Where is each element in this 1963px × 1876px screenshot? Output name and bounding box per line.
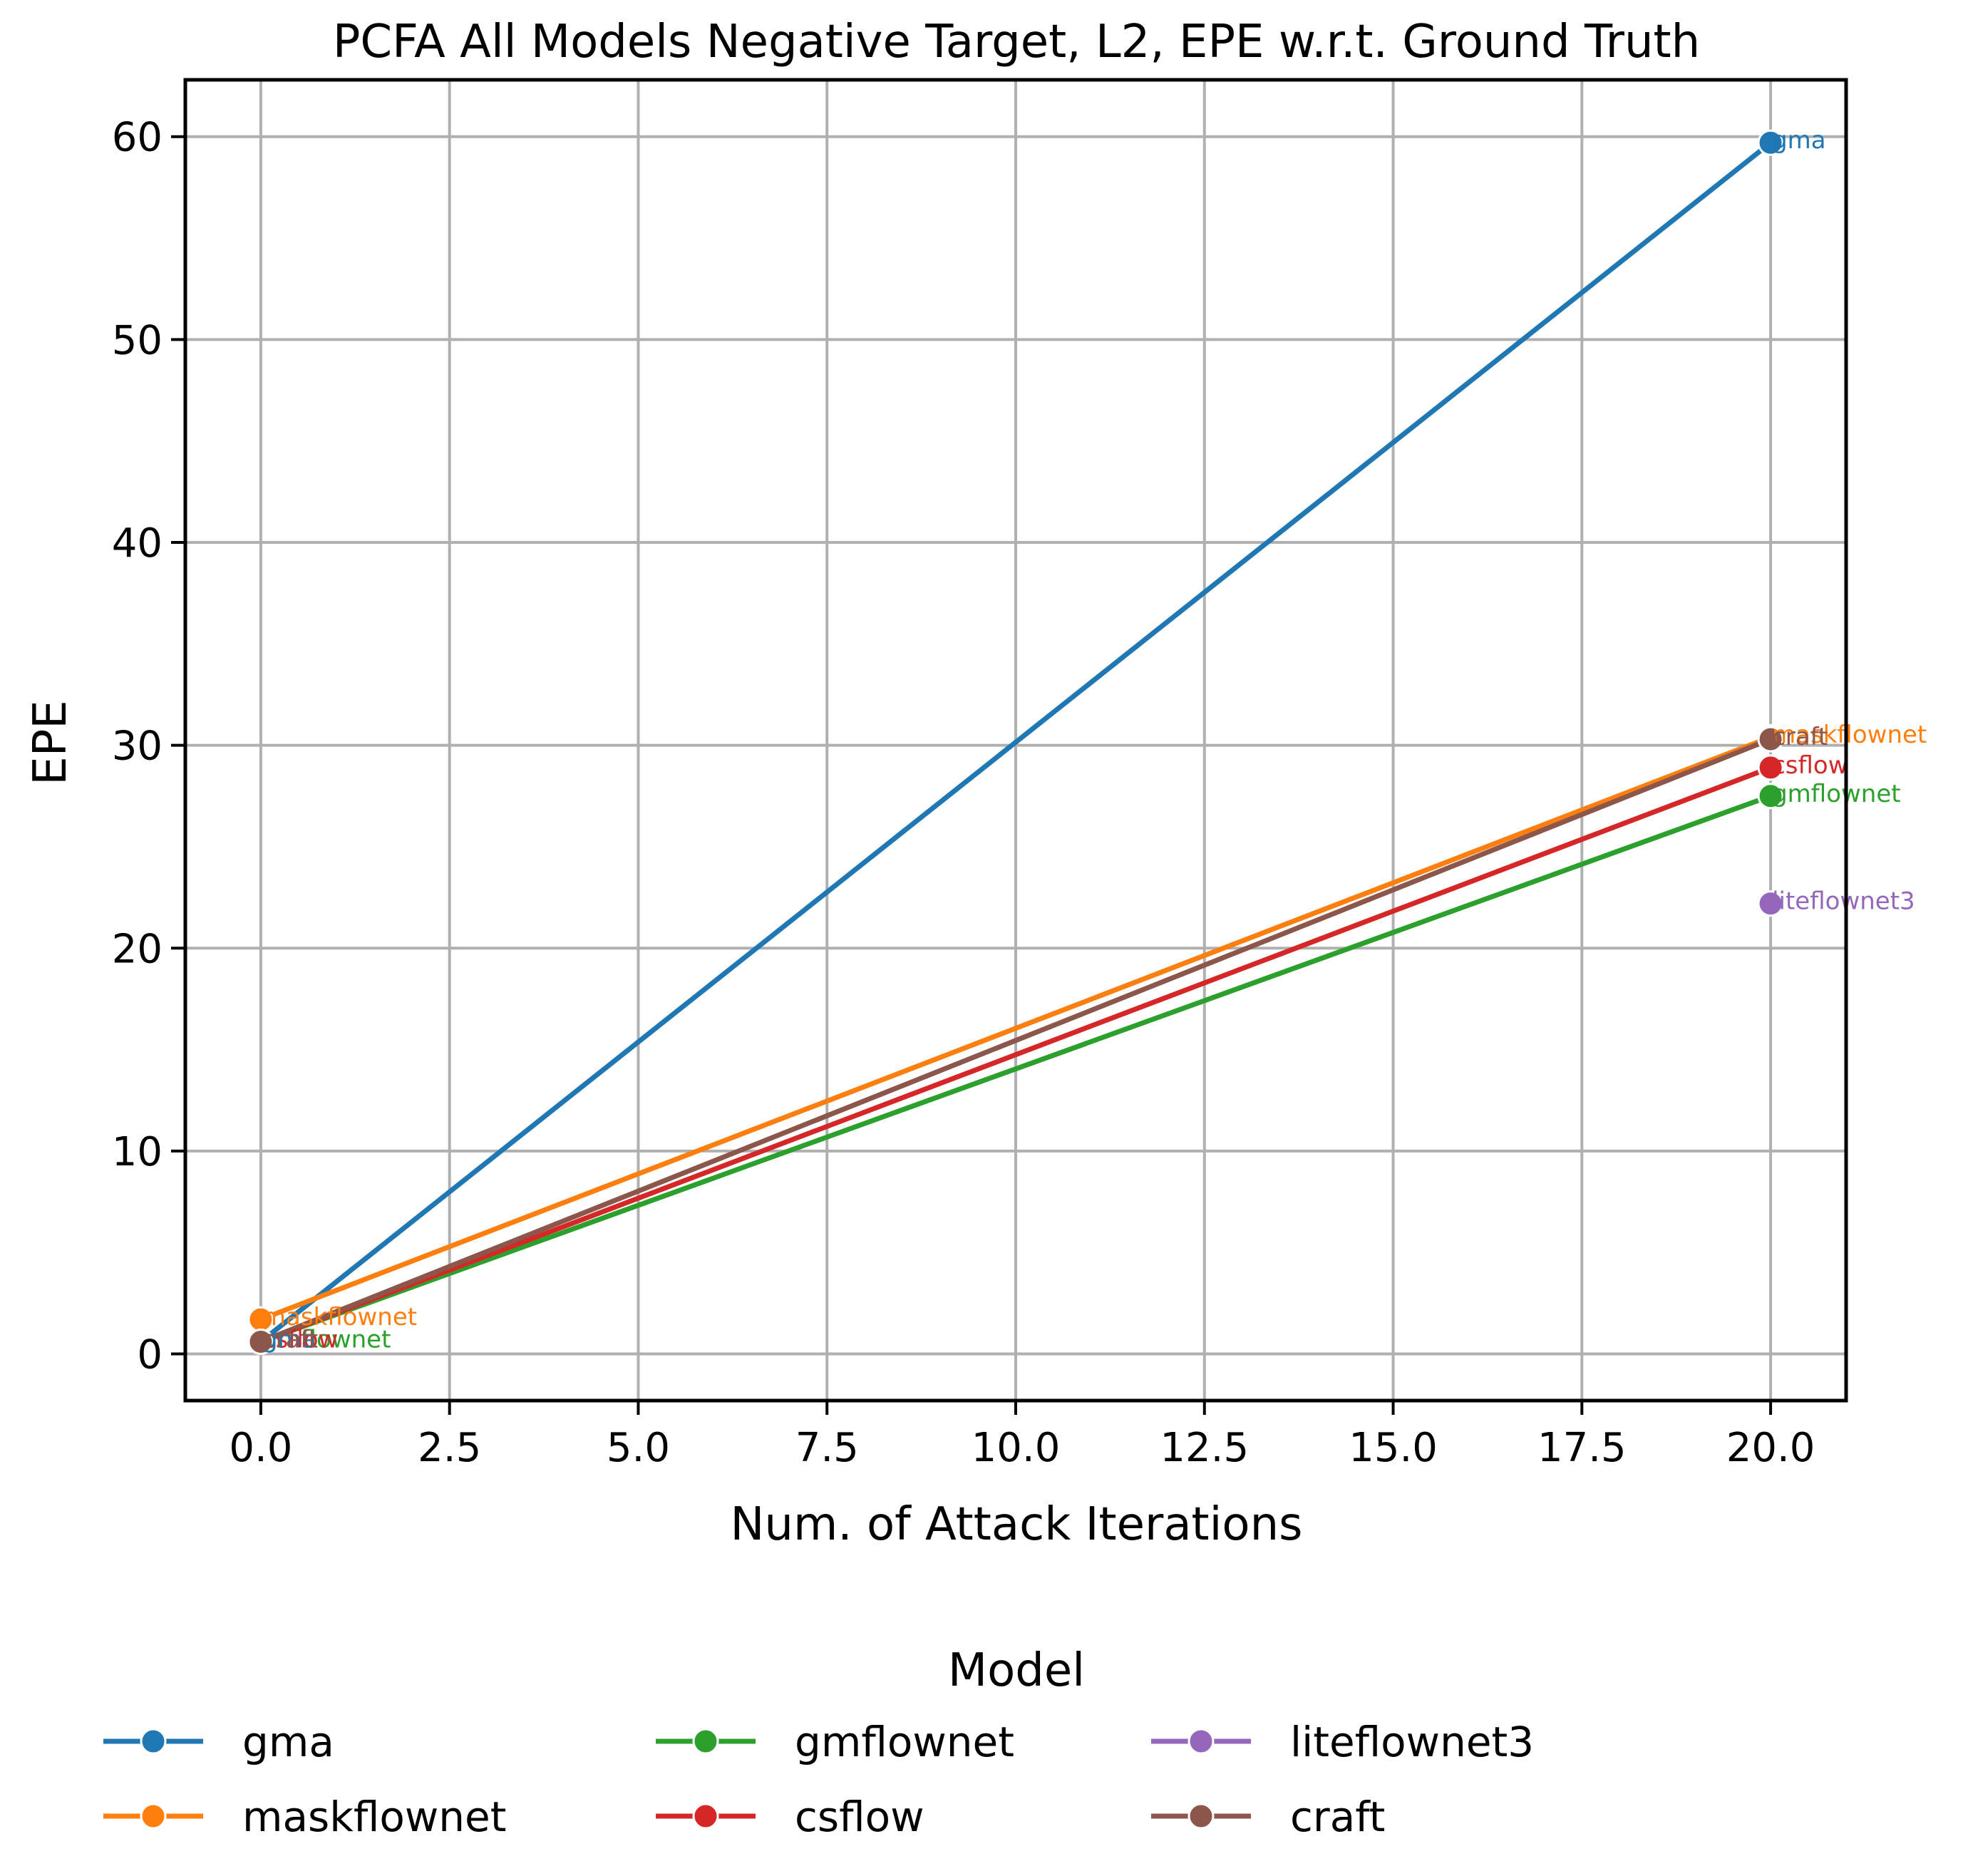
data-label: craft (1772, 723, 1828, 751)
y-tick-label: 50 (112, 317, 163, 364)
y-tick-label: 20 (112, 926, 163, 972)
axes: 0.0 2.5 5.0 7.5 10.0 12.5 15.0 17.5 20.0 0 10 20 30 4… (112, 115, 1815, 1471)
legend-label-csflow: csflow (795, 1793, 924, 1841)
legend-marker-liteflownet3 (1187, 1728, 1215, 1755)
x-tick-label: 12.5 (1160, 1425, 1249, 1471)
series-line-craft (258, 736, 1773, 1344)
x-tick-label: 10.0 (972, 1425, 1061, 1471)
legend-label-liteflownet3: liteflownet3 (1290, 1718, 1534, 1766)
data-point-craft (1757, 726, 1784, 753)
data-point-gma (1757, 129, 1784, 156)
y-tick-label: 10 (112, 1129, 163, 1175)
legend-marker-gma (140, 1728, 167, 1755)
legend-label-craft: craft (1290, 1793, 1385, 1841)
legend-label-maskflownet: maskflownet (242, 1793, 507, 1841)
data-label: gma (262, 1325, 316, 1354)
data-label: liteflownet3 (1772, 887, 1915, 916)
data-label: gmflownet (262, 1325, 391, 1354)
legend-title: Model (948, 1644, 1085, 1697)
x-tick-label: 15.0 (1349, 1425, 1438, 1471)
y-tick-label: 0 (137, 1332, 163, 1378)
legend-marker-csflow (692, 1803, 719, 1830)
series-group (247, 129, 1784, 1355)
legend-marker-gmflownet (692, 1728, 719, 1755)
series-line-gma (258, 140, 1773, 1344)
legend: Model gma maskflownet gmflownet csflow litef… (103, 1644, 1534, 1841)
x-tick-label: 5.0 (607, 1425, 670, 1471)
y-tick-label: 30 (112, 723, 163, 770)
data-point-gmflownet (1757, 783, 1784, 810)
data-label: craft (262, 1325, 318, 1354)
data-label: csflow (1772, 751, 1848, 780)
chart-title: PCFA All Models Negative Target, L2, EPE… (333, 16, 1700, 68)
legend-marker-craft (1187, 1803, 1215, 1830)
x-tick-label: 20.0 (1726, 1425, 1815, 1471)
x-tick-label: 17.5 (1537, 1425, 1627, 1471)
data-label: gma (1772, 126, 1826, 155)
series-line-csflow (258, 765, 1773, 1344)
x-tick-label: 7.5 (795, 1425, 859, 1471)
data-label: csflow (262, 1325, 338, 1354)
series-line-gmflownet (258, 793, 1773, 1344)
legend-label-gmflownet: gmflownet (795, 1718, 1014, 1766)
legend-marker-maskflownet (140, 1803, 167, 1830)
y-tick-label: 40 (112, 520, 163, 567)
y-tick-label: 60 (112, 115, 163, 161)
y-axis-label: EPE (24, 700, 77, 785)
data-label: gmflownet (1772, 780, 1901, 808)
annotations: gmamaskflownetcraftcsflowgmflownetlitefl… (262, 126, 1927, 1354)
data-label: maskflownet (1772, 721, 1927, 749)
data-point-craft (247, 1328, 274, 1355)
data-label: maskflownet (262, 1303, 417, 1331)
series-line-maskflownet (258, 734, 1773, 1322)
x-axis-label: Num. of Attack Iterations (731, 1498, 1303, 1551)
data-point-liteflownet3 (1757, 890, 1784, 917)
x-tick-label: 2.5 (418, 1425, 481, 1471)
legend-label-gma: gma (242, 1718, 334, 1766)
x-tick-label: 0.0 (229, 1425, 292, 1471)
data-point-csflow (1757, 754, 1784, 781)
